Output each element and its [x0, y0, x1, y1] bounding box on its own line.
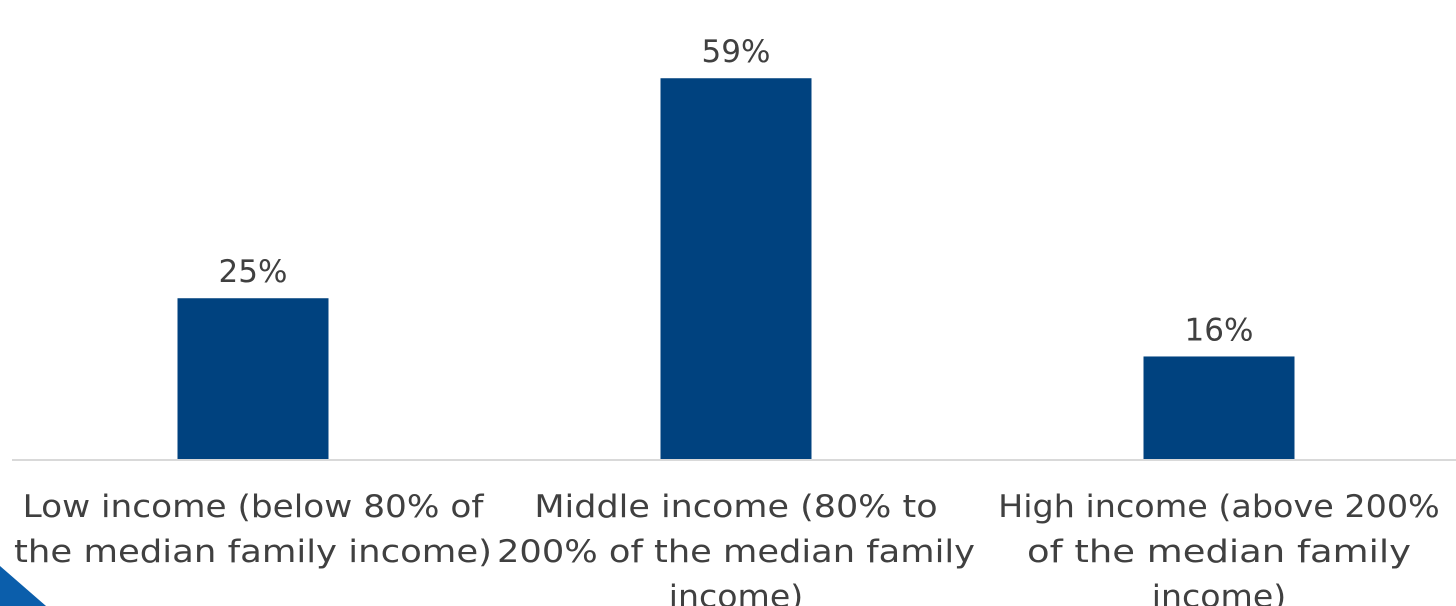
category-label-line: of the median family: [1027, 534, 1411, 570]
category-label-line: 200% of the median family: [497, 534, 975, 570]
bar-3: [1143, 356, 1295, 460]
category-label-line: income): [669, 579, 803, 606]
category-label-1: Low income (below 80% of the median famil…: [14, 489, 492, 570]
category-label-2: Middle income (80% to 200% of the median …: [497, 489, 975, 606]
bar-1: [177, 298, 329, 460]
data-label-1: 25%: [219, 254, 288, 290]
category-label-line: the median family income): [14, 534, 492, 570]
category-label-line: Middle income (80% to: [534, 489, 937, 525]
category-label-line: income): [1152, 579, 1286, 606]
data-label-2: 59%: [702, 34, 771, 70]
data-labels-group: 25% 59% 16%: [219, 34, 1254, 348]
data-label-3: 16%: [1185, 312, 1254, 348]
bar-2: [660, 78, 812, 460]
category-label-line: Low income (below 80% of: [23, 489, 485, 525]
category-label-line: High income (above 200%: [998, 489, 1440, 525]
category-label-3: High income (above 200% of the median fam…: [998, 489, 1440, 606]
corner-accent-shape: [0, 566, 46, 606]
bars-group: [177, 78, 1295, 460]
category-labels-group: Low income (below 80% of the median famil…: [14, 489, 1440, 606]
